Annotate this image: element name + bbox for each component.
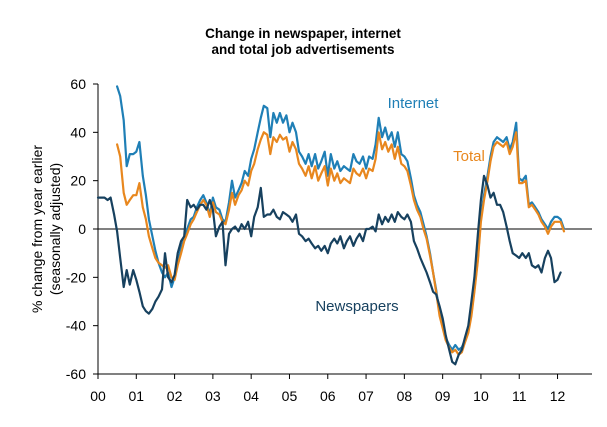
series-lines: [96, 85, 566, 366]
series-line-newspapers: [96, 174, 562, 366]
x-tick-label: 07: [358, 388, 374, 404]
x-tick-label: 09: [435, 388, 451, 404]
x-tick-label: 10: [473, 388, 489, 404]
x-tick-label: 00: [90, 388, 106, 404]
x-tick-label: 01: [129, 388, 145, 404]
y-axis-title: % change from year earlier (seasonally a…: [29, 145, 63, 313]
axes: [97, 84, 592, 375]
x-tick-label: 02: [167, 388, 183, 404]
series-line-total: [116, 131, 566, 356]
x-tick-label: 05: [282, 388, 298, 404]
y-tick-label: 0: [78, 221, 86, 237]
series-labels: Internet Total Newspapers: [315, 95, 485, 315]
x-tick-label: 11: [512, 388, 527, 404]
y-axis-title-line-2: (seasonally adjusted): [47, 163, 63, 295]
chart-title-line-2: and total job advertisements: [211, 42, 394, 57]
x-tick-label: 04: [243, 388, 259, 404]
x-tick-label: 08: [397, 388, 413, 404]
y-axis-title-line-1: % change from year earlier: [29, 145, 45, 313]
y-tick-label: -20: [66, 269, 86, 285]
y-tick-label: 40: [70, 124, 86, 140]
series-label-newspapers: Newspapers: [315, 298, 398, 315]
x-tick-label: 06: [320, 388, 336, 404]
chart-title-line-1: Change in newspaper, internet: [205, 26, 401, 41]
y-tick-label: -60: [66, 366, 86, 382]
series-label-total: Total: [453, 148, 485, 165]
x-axis-ticks: 00 01 02 03 04 05 06 07 08 09 10 11 12: [90, 374, 566, 404]
series-label-internet: Internet: [388, 95, 440, 112]
x-tick-label: 03: [205, 388, 221, 404]
y-tick-label: -40: [66, 318, 86, 334]
x-tick-label: 12: [550, 388, 566, 404]
y-tick-label: 20: [70, 173, 86, 189]
y-axis-ticks: 60 40 20 0 -20 -40 -60: [66, 76, 98, 382]
y-tick-label: 60: [70, 76, 86, 92]
chart-title: Change in newspaper, internet and total …: [205, 26, 401, 57]
